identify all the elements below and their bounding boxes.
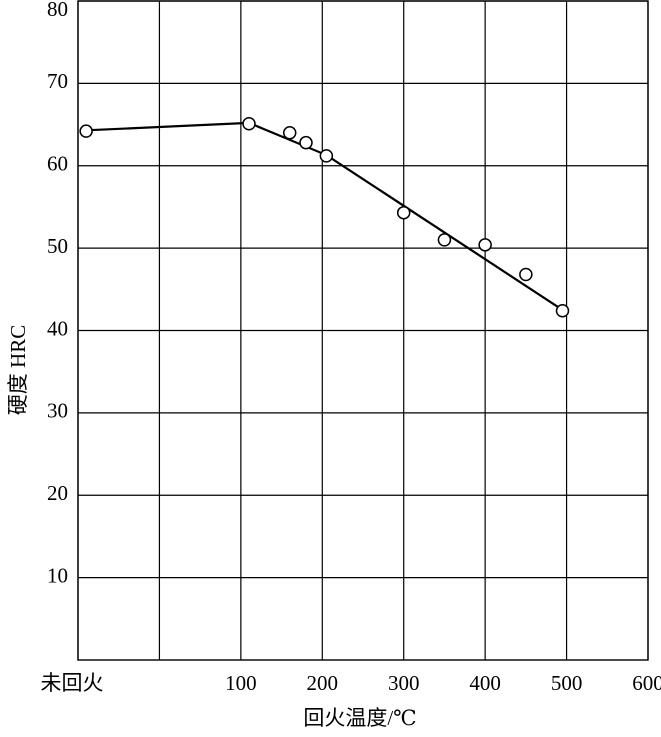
- data-point: [319, 149, 334, 163]
- data-point: [519, 267, 533, 282]
- y-tick-label: 80: [47, 0, 68, 21]
- y-tick-label: 40: [47, 316, 68, 340]
- y-tick-label: 20: [47, 481, 68, 505]
- x-tick-label: 200: [307, 671, 339, 695]
- x-axis-label: 回火温度/℃: [303, 706, 416, 730]
- data-point: [282, 126, 297, 140]
- data-point: [242, 116, 256, 131]
- x-tick-label: 500: [551, 671, 583, 695]
- x-tick-label: 100: [225, 671, 257, 695]
- y-tick-label: 10: [47, 563, 68, 587]
- data-point: [396, 205, 411, 220]
- y-tick-label: 60: [47, 152, 68, 176]
- data-point: [437, 233, 452, 247]
- y-tick-label: 30: [47, 399, 68, 423]
- y-axis-label: 硬度 HRC: [6, 325, 30, 415]
- x-tick-label: 400: [469, 671, 501, 695]
- y-tick-label: 50: [47, 234, 68, 258]
- x-tick-label: 未回火: [41, 671, 104, 695]
- data-point: [299, 135, 313, 150]
- y-tick-label: 70: [47, 69, 68, 93]
- data-point: [79, 124, 93, 138]
- x-tick-label: 600: [632, 671, 661, 695]
- data-point: [478, 238, 492, 252]
- x-tick-label: 300: [388, 671, 420, 695]
- data-point: [555, 303, 570, 318]
